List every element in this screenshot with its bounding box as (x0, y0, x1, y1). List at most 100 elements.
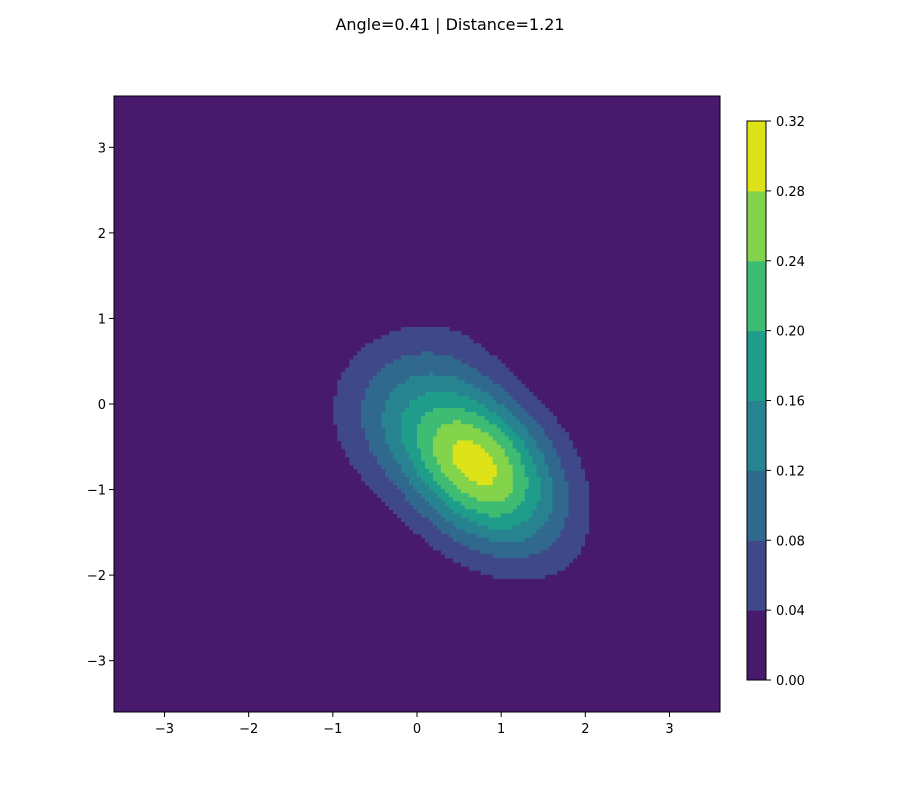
contour-cell (524, 391, 530, 397)
contour-cell (448, 549, 454, 555)
contour-cell (444, 456, 450, 462)
contour-cell (520, 574, 526, 579)
contour-cell (488, 537, 494, 543)
contour-cell (516, 558, 522, 563)
contour-cell (377, 371, 382, 377)
contour-cell (504, 379, 510, 385)
contour-cell (448, 371, 454, 377)
contour-cell (552, 476, 558, 482)
contour-cell (476, 493, 482, 498)
contour-cell (397, 387, 402, 393)
contour-cell (480, 420, 486, 425)
contour-cell (385, 379, 390, 385)
contour-cell (369, 355, 374, 361)
contour-cell (436, 468, 442, 474)
contour-cell (424, 472, 430, 478)
contour-cell (405, 416, 410, 421)
contour-cell (456, 525, 462, 531)
contour-cell (401, 444, 406, 450)
contour-cell (448, 416, 454, 421)
contour-cell (424, 513, 430, 519)
contour-cell (484, 404, 490, 409)
contour-cell (389, 481, 394, 486)
contour-cell (520, 570, 526, 575)
contour-cell (377, 387, 382, 393)
contour-cell (381, 456, 386, 462)
contour-cell (393, 383, 398, 389)
contour-cell (492, 509, 498, 515)
contour-cell (556, 472, 562, 478)
contour-cell (500, 505, 506, 510)
contour-cell (377, 339, 382, 344)
contour-cell (468, 347, 474, 352)
contour-cell (420, 367, 426, 373)
contour-cell (373, 456, 378, 462)
contour-cell (353, 420, 358, 425)
contour-cell (480, 387, 486, 393)
contour-cell (548, 440, 554, 446)
contour-cell (488, 513, 494, 519)
contour-cell (520, 509, 526, 515)
contour-cell (556, 513, 562, 519)
contour-cell (540, 460, 546, 466)
contour-cell (560, 558, 566, 563)
contour-cell (576, 472, 582, 478)
contour-cell (552, 558, 558, 563)
contour-cell (393, 497, 398, 502)
contour-cell (512, 537, 518, 543)
contour-cell (349, 359, 354, 365)
contour-cell (544, 489, 550, 494)
contour-cell (345, 436, 350, 442)
contour-cell (468, 513, 474, 519)
contour-cell (444, 460, 450, 466)
contour-cell (373, 428, 378, 433)
contour-cell (452, 517, 458, 523)
contour-cell (389, 379, 394, 385)
contour-cell (528, 416, 534, 421)
contour-cell (456, 452, 462, 458)
contour-cell (548, 468, 554, 474)
contour-cell (532, 541, 538, 547)
contour-cell (576, 460, 582, 466)
contour-cell (345, 428, 350, 433)
contour-cell (496, 412, 502, 417)
contour-cell (365, 355, 370, 361)
contour-cell (341, 408, 346, 413)
contour-cell (468, 399, 474, 405)
contour-cell (444, 359, 450, 365)
contour-cell (568, 501, 574, 506)
contour-cell (389, 476, 394, 482)
contour-cell (472, 529, 478, 535)
contour-cell (472, 558, 478, 563)
contour-cell (448, 489, 454, 494)
contour-cell (496, 562, 502, 567)
contour-cell (417, 367, 422, 373)
contour-cell (516, 464, 522, 470)
contour-cell (448, 424, 454, 429)
contour-cell (572, 481, 578, 486)
contour-cell (528, 408, 534, 413)
contour-cell (420, 339, 426, 344)
contour-cell (373, 481, 378, 486)
contour-cell (393, 404, 398, 409)
contour-cell (424, 420, 430, 425)
contour-cell (432, 444, 438, 450)
contour-cell (504, 525, 510, 531)
contour-cell (536, 452, 542, 458)
contour-cell (528, 513, 534, 519)
contour-cell (508, 497, 514, 502)
contour-cell (524, 509, 530, 515)
contour-cell (516, 533, 522, 539)
contour-cell (556, 505, 562, 510)
y-tick-label: 3 (98, 141, 106, 156)
contour-cell (556, 521, 562, 527)
contour-cell (345, 387, 350, 393)
contour-cell (337, 395, 342, 401)
contour-cell (448, 553, 454, 559)
contour-cell (548, 416, 554, 421)
contour-cell (464, 375, 470, 381)
contour-cell (468, 509, 474, 515)
contour-cell (428, 521, 434, 527)
contour-cell (397, 335, 402, 340)
contour-cell (440, 391, 446, 397)
